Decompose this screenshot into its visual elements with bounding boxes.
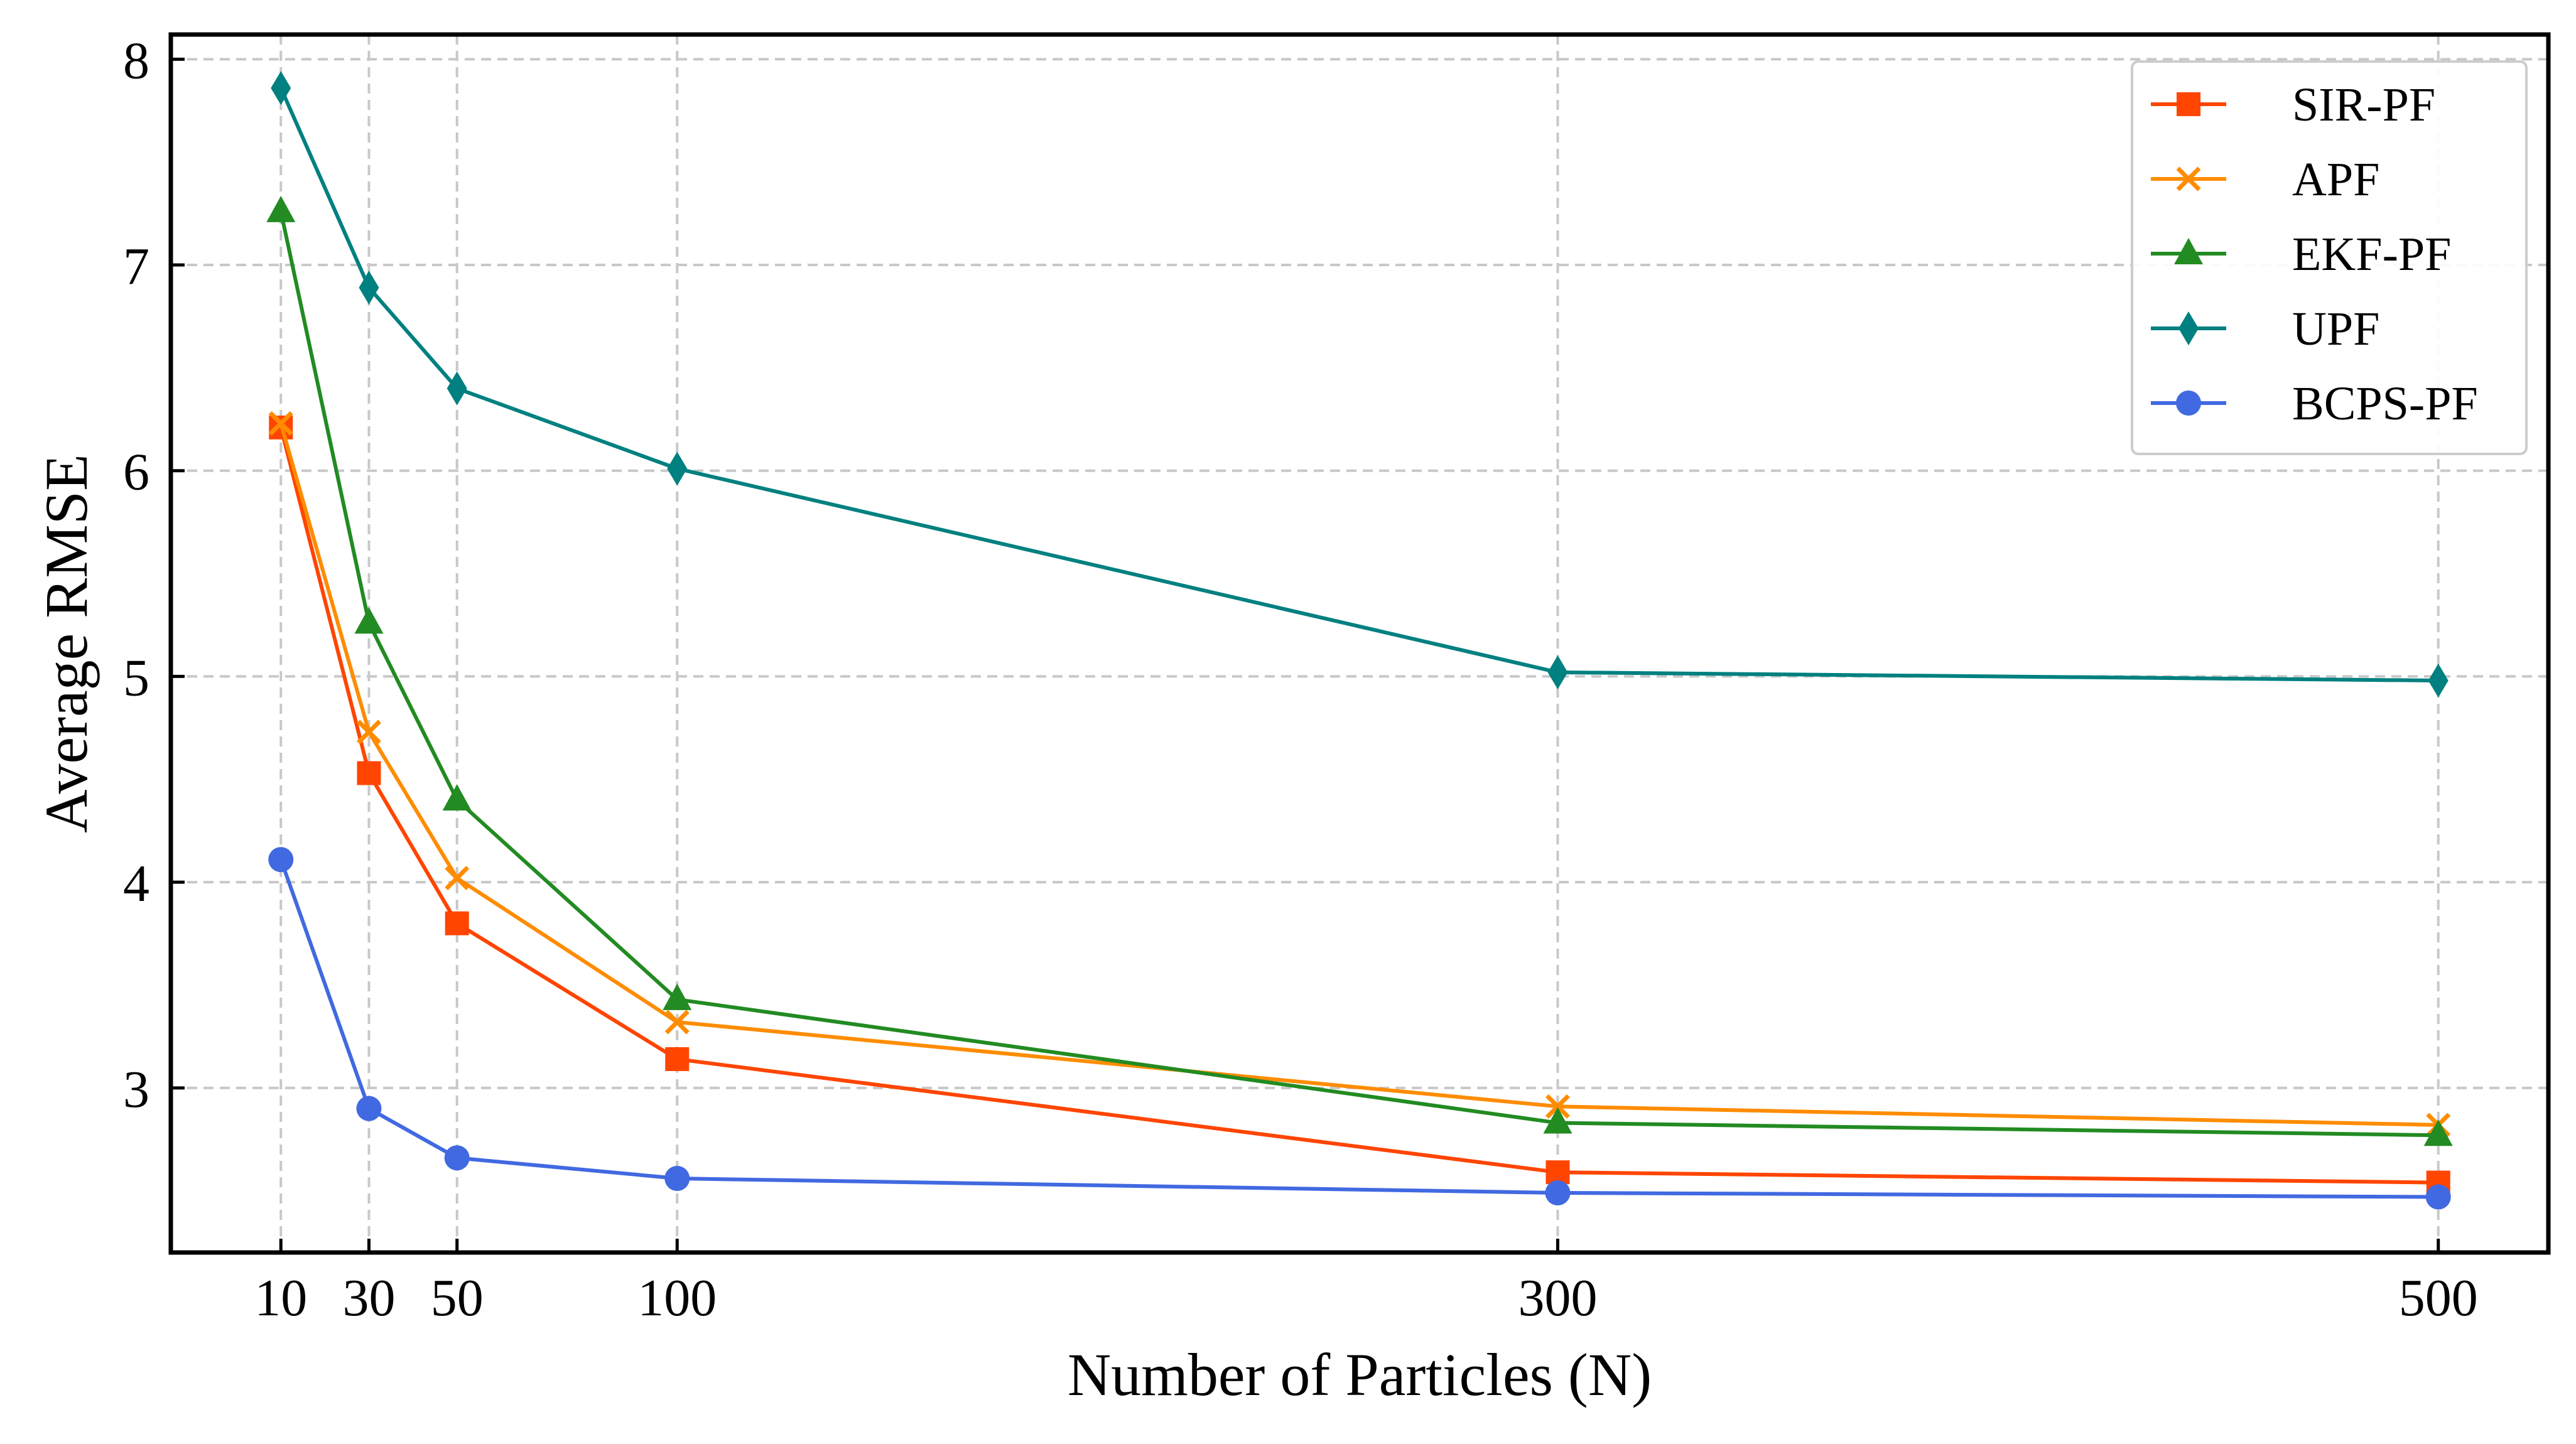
legend-label: SIR-PF: [2292, 78, 2435, 131]
data-point-apf: [445, 866, 470, 891]
y-tick-label: 5: [123, 649, 149, 707]
data-point-upf: [271, 71, 291, 105]
series-layer: [266, 71, 2453, 1210]
data-point-upf: [446, 371, 467, 406]
series-line-sir-pf: [279, 427, 2438, 1185]
series-line-apf: [279, 423, 2438, 1127]
legend-marker: [2176, 391, 2201, 416]
series-ekf-pf: [266, 195, 2453, 1146]
data-point-upf: [2428, 663, 2449, 698]
legend-item-bcps-pf: BCPS-PF: [2151, 377, 2478, 430]
legend-marker: [2174, 238, 2203, 264]
data-point-sir-pf: [665, 1047, 690, 1071]
data-point-bcps-pf: [1545, 1180, 1571, 1205]
data-point-ekf-pf: [2423, 1119, 2453, 1146]
data-point-ekf-pf: [1543, 1107, 1572, 1134]
x-tick-label: 50: [431, 1269, 484, 1327]
x-tick-label: 30: [343, 1269, 396, 1327]
data-point-apf: [268, 411, 293, 436]
data-point-bcps-pf: [444, 1145, 470, 1171]
legend-marker: [2177, 92, 2200, 116]
y-tick-label: 8: [123, 31, 149, 90]
y-tick-label: 3: [123, 1060, 149, 1119]
legend-marker: [2176, 166, 2201, 191]
series-line-bcps-pf: [279, 859, 2438, 1199]
grid-lines: [171, 35, 2548, 1253]
legend-label: APF: [2292, 153, 2379, 206]
axis-ticks: 10 30 50 100 300 500 3 4 5 6 7 8: [123, 31, 2478, 1327]
y-tick-label: 4: [123, 854, 149, 913]
data-point-apf: [1545, 1094, 1570, 1119]
y-axis-label: Average RMSE: [33, 454, 100, 832]
legend-item-upf: UPF: [2151, 303, 2379, 355]
legend-label: EKF-PF: [2292, 228, 2451, 281]
x-tick-label: 300: [1518, 1269, 1598, 1327]
data-point-apf: [664, 1010, 690, 1035]
x-tick-label: 100: [637, 1269, 717, 1327]
data-point-ekf-pf: [266, 195, 296, 222]
data-point-bcps-pf: [268, 847, 294, 873]
data-point-upf: [1547, 655, 1568, 689]
data-point-ekf-pf: [442, 784, 472, 811]
legend-item-sir-pf: SIR-PF: [2151, 78, 2435, 131]
x-tick-label: 10: [254, 1269, 307, 1327]
series-upf: [271, 71, 2449, 698]
y-tick-label: 7: [123, 237, 149, 296]
data-point-sir-pf: [445, 911, 469, 935]
series-line-upf: [279, 87, 2438, 682]
data-point-upf: [359, 271, 379, 305]
x-tick-label: 500: [2399, 1269, 2478, 1327]
legend-box: [2131, 60, 2528, 455]
legend-marker: [2178, 311, 2199, 345]
legend-label: BCPS-PF: [2292, 377, 2478, 430]
series-sir-pf: [269, 415, 2450, 1195]
series-apf: [268, 411, 2451, 1138]
data-point-ekf-pf: [354, 607, 384, 634]
data-point-bcps-pf: [356, 1096, 382, 1121]
data-point-upf: [667, 451, 688, 486]
data-point-bcps-pf: [664, 1166, 690, 1192]
data-point-sir-pf: [357, 761, 381, 785]
x-axis-label: Number of Particles (N): [1068, 1341, 1652, 1408]
legend-item-ekf-pf: EKF-PF: [2151, 228, 2451, 281]
data-point-sir-pf: [1545, 1160, 1570, 1185]
data-point-ekf-pf: [663, 983, 692, 1010]
plot-frame: [168, 32, 2551, 1255]
series-bcps-pf: [268, 847, 2451, 1210]
legend-label: UPF: [2292, 303, 2379, 355]
data-point-apf: [357, 719, 381, 745]
y-tick-label: 6: [123, 443, 149, 502]
legend-item-apf: APF: [2151, 153, 2379, 206]
legend: SIR-PF APF EKF-PF UPF BCPS-PF: [2131, 60, 2528, 455]
series-line-ekf-pf: [279, 211, 2438, 1138]
data-point-bcps-pf: [2425, 1184, 2451, 1210]
